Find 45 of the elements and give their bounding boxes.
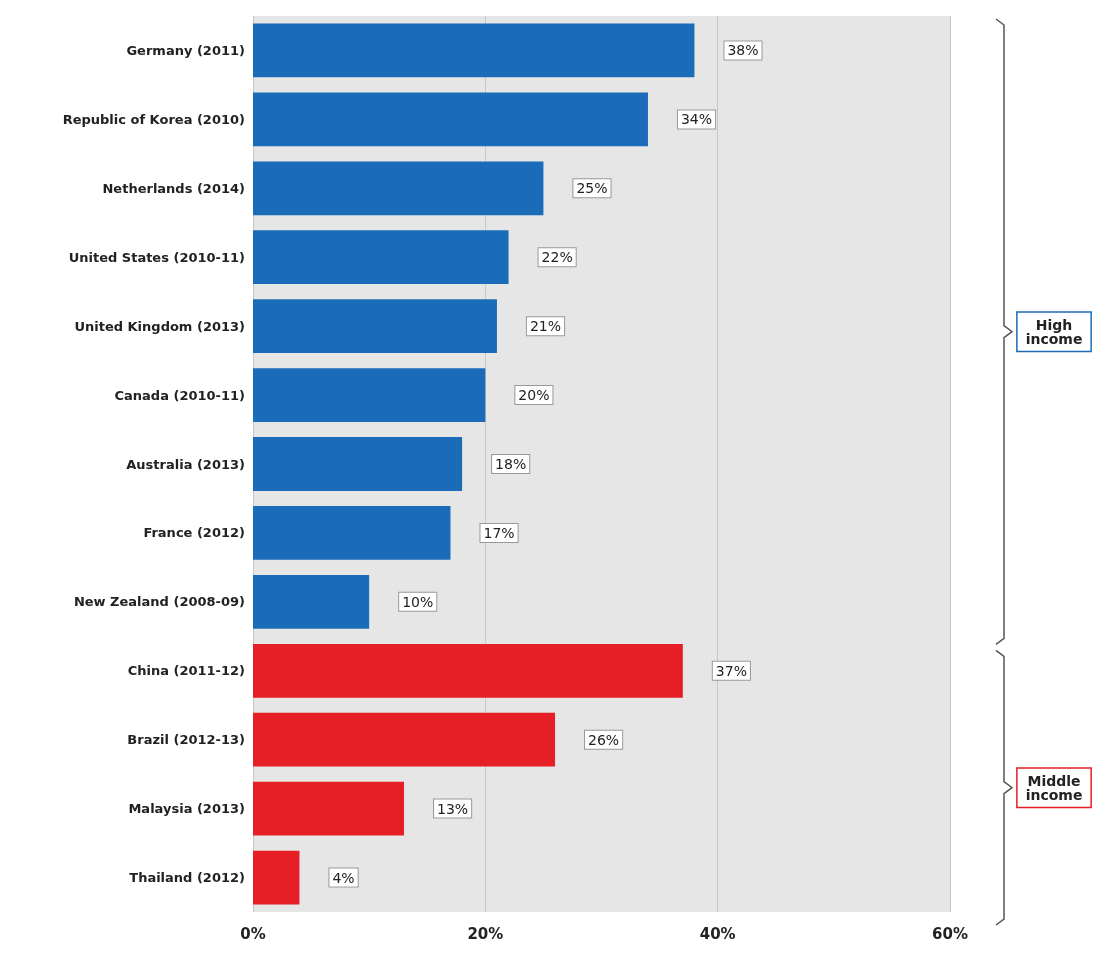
y-tick-label: New Zealand (2008-09) — [73, 594, 245, 610]
data-label: 13% — [437, 800, 469, 817]
y-tick-label: China (2011-12) — [127, 663, 245, 679]
data-label: 26% — [588, 731, 620, 748]
bar — [253, 92, 648, 147]
data-label: 20% — [518, 387, 550, 404]
text: Middle income — [1025, 772, 1083, 803]
data-label: 22% — [541, 249, 573, 266]
bar — [253, 712, 556, 767]
bar — [253, 850, 300, 905]
x-tick-label: 60% — [932, 924, 968, 943]
y-tick-label: Australia (2013) — [126, 456, 245, 472]
data-label: 21% — [529, 318, 562, 335]
bar — [253, 368, 486, 422]
y-tick-label: Canada (2010-11) — [114, 387, 245, 403]
data-label: 25% — [576, 180, 608, 197]
bar — [253, 643, 683, 698]
y-tick-label: Netherlands (2014) — [102, 180, 245, 196]
x-tick-label: 20% — [467, 924, 504, 943]
x-tick-label: 0% — [240, 924, 266, 943]
x-tick-label: 40% — [699, 924, 736, 943]
bar — [253, 161, 544, 216]
y-tick-label: Republic of Korea (2010) — [62, 111, 245, 127]
data-label: 4% — [332, 869, 355, 886]
y-tick-label: United Kingdom (2013) — [74, 318, 245, 334]
data-label: 17% — [483, 524, 515, 541]
bar — [253, 437, 463, 491]
y-tick-label: Thailand (2012) — [129, 870, 245, 886]
bar — [253, 230, 509, 285]
y-tick-label: Germany (2011) — [126, 42, 245, 58]
y-tick-label: Brazil (2012-13) — [127, 732, 245, 748]
bar — [253, 23, 695, 78]
bar — [253, 299, 497, 354]
data-label: 34% — [680, 111, 713, 128]
y-tick-label: Malaysia (2013) — [128, 801, 245, 817]
data-label: 37% — [715, 662, 747, 679]
data-label: 18% — [495, 456, 527, 472]
bar — [253, 781, 405, 836]
y-tick-label: France (2012) — [143, 525, 245, 541]
y-tick-label: United States (2010-11) — [68, 249, 245, 265]
text: High income — [1025, 316, 1083, 347]
bar — [253, 506, 451, 560]
data-label: 10% — [402, 593, 434, 610]
bar — [253, 574, 370, 629]
data-label: 38% — [727, 42, 759, 59]
